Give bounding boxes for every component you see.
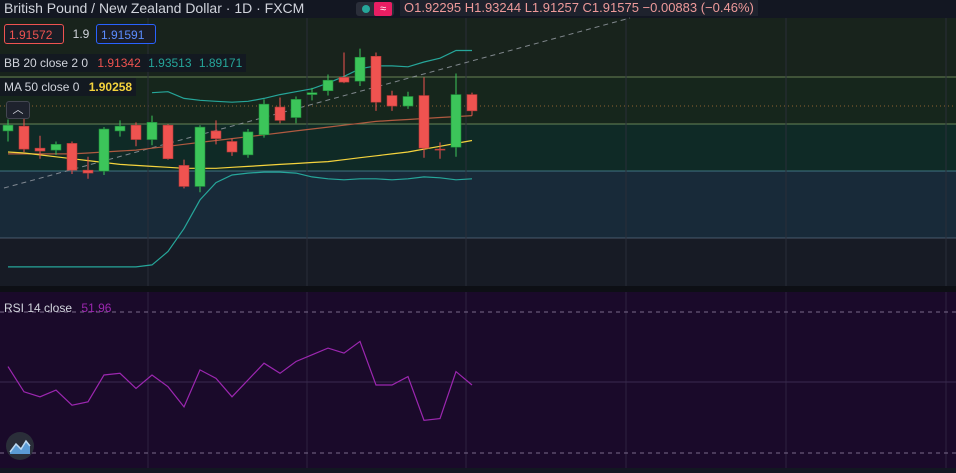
candle-9[interactable] [146, 122, 158, 140]
candle-3[interactable] [50, 144, 62, 151]
bb-legend-label: BB 20 close 2 0 [4, 56, 89, 70]
market-open-icon [362, 5, 370, 13]
candle-19[interactable] [306, 92, 318, 95]
chart-header: British Pound / New Zealand Dollar · 1D … [0, 0, 956, 18]
candle-29[interactable] [466, 94, 478, 112]
ma-legend-label: MA 50 close 0 [4, 80, 80, 94]
band-upper-mid [0, 77, 956, 124]
ohlc-values: O1.92295 H1.93244 L1.91257 C1.91575 −0.0… [404, 0, 754, 15]
replay-icon[interactable]: ≈ [374, 2, 392, 16]
bb-lower-line [8, 171, 473, 268]
sell-price-button[interactable]: 1.91572 [4, 24, 64, 44]
candle-26[interactable] [418, 95, 430, 149]
rsi-value: 51.96 [81, 301, 112, 315]
chevron-up-icon: ︿ [12, 104, 24, 116]
candle-0[interactable] [2, 124, 14, 132]
candle-4[interactable] [66, 143, 78, 171]
candle-17[interactable] [274, 106, 286, 121]
ma-value: 1.90258 [88, 80, 133, 94]
buy-price-button[interactable]: 1.91591 [96, 24, 156, 44]
candle-14[interactable] [226, 141, 238, 153]
market-status[interactable]: ≈ [356, 2, 394, 16]
bb-basis-line [8, 115, 473, 155]
candle-25[interactable] [402, 96, 414, 107]
candle-20[interactable] [322, 79, 334, 92]
rsi-line [7, 340, 473, 421]
candle-21[interactable] [338, 77, 350, 83]
candle-16[interactable] [258, 103, 270, 136]
ma-legend[interactable]: MA 50 close 0 1.90258 [0, 78, 137, 96]
candle-1[interactable] [18, 125, 30, 150]
candle-7[interactable] [114, 125, 126, 132]
candle-8[interactable] [130, 124, 142, 140]
spread-value: 1.9 [72, 27, 90, 41]
candle-24[interactable] [386, 95, 398, 107]
candle-15[interactable] [242, 131, 254, 156]
band-lower [0, 171, 956, 238]
candle-10[interactable] [162, 124, 174, 159]
rsi-legend-label: RSI 14 close [4, 301, 73, 315]
bb-upper-value: 1.93513 [148, 56, 192, 70]
symbol-title[interactable]: British Pound / New Zealand Dollar · 1D … [4, 0, 305, 16]
ohlc-readout: O1.92295 H1.93244 L1.91257 C1.91575 −0.0… [400, 0, 758, 16]
candle-13[interactable] [210, 130, 222, 139]
bb-basis-value: 1.91342 [97, 56, 141, 70]
candle-11[interactable] [178, 165, 190, 187]
candle-18[interactable] [290, 99, 302, 118]
bb-lower-value: 1.89171 [198, 56, 243, 70]
candle-2[interactable] [34, 147, 46, 152]
candle-6[interactable] [98, 128, 110, 172]
candle-27[interactable] [434, 148, 446, 151]
ma50-line [7, 139, 473, 169]
rsi-pane-bg [0, 292, 956, 468]
collapse-legend-button[interactable]: ︿ [6, 101, 30, 119]
tradingview-logo-icon[interactable] [6, 432, 34, 460]
band-mid [0, 124, 956, 171]
bb-legend[interactable]: BB 20 close 2 0 1.91342 1.93513 1.89171 [0, 54, 247, 72]
candle-12[interactable] [194, 126, 206, 187]
candle-22[interactable] [354, 56, 366, 82]
rsi-legend[interactable]: RSI 14 close 51.96 [0, 299, 115, 317]
candle-23[interactable] [370, 55, 382, 103]
candle-28[interactable] [450, 94, 462, 148]
candle-5[interactable] [82, 169, 94, 174]
band-bottom [0, 238, 956, 286]
logo-graphic [9, 439, 31, 454]
pane-separator [0, 286, 956, 292]
